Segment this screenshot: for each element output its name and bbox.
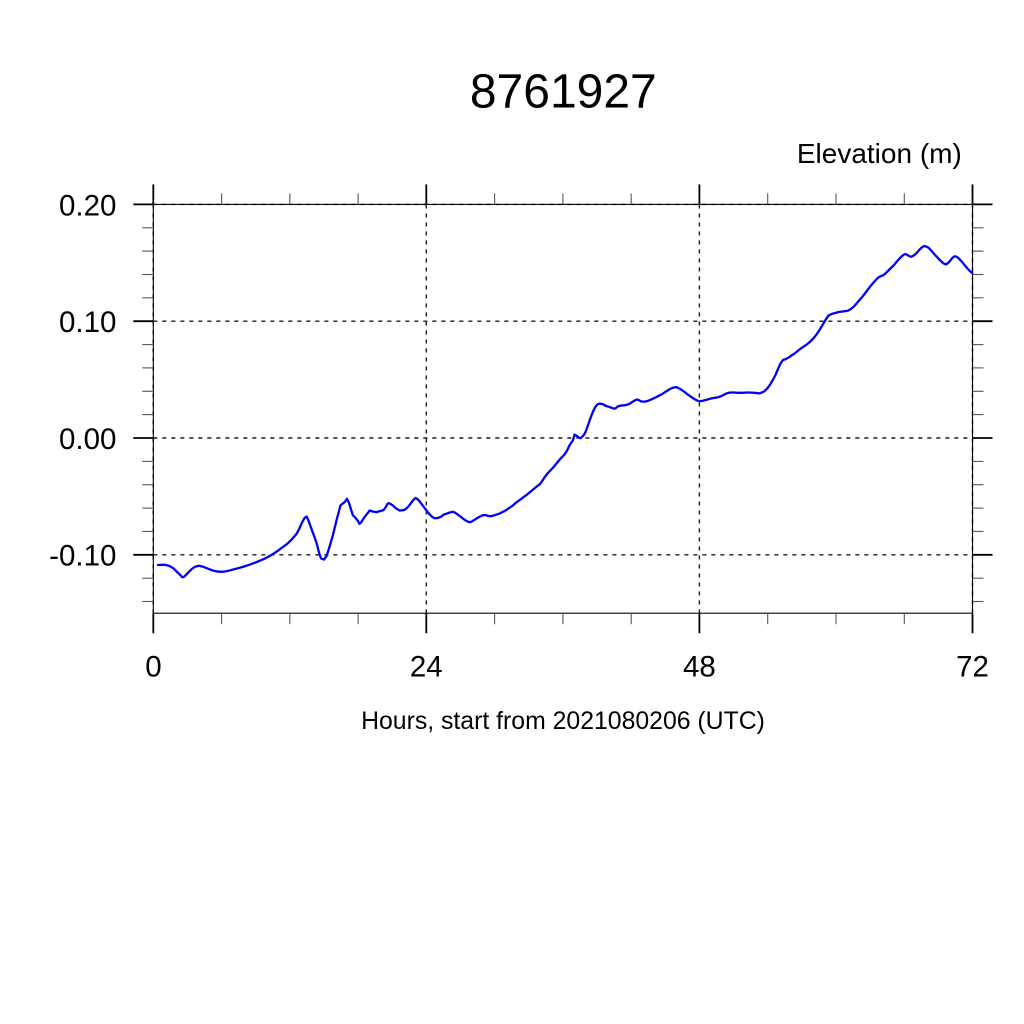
svg-text:8761927: 8761927 xyxy=(470,66,657,119)
svg-text:0.00: 0.00 xyxy=(59,423,116,456)
svg-text:0.10: 0.10 xyxy=(59,306,116,339)
svg-text:0.20: 0.20 xyxy=(59,189,116,222)
svg-text:48: 48 xyxy=(683,650,716,683)
svg-text:24: 24 xyxy=(410,650,443,683)
svg-text:Hours, start from 2021080206 (: Hours, start from 2021080206 (UTC) xyxy=(361,708,765,735)
svg-text:72: 72 xyxy=(956,650,989,683)
svg-text:0: 0 xyxy=(145,650,161,683)
svg-text:-0.10: -0.10 xyxy=(49,540,116,573)
svg-text:Elevation (m): Elevation (m) xyxy=(797,138,962,169)
